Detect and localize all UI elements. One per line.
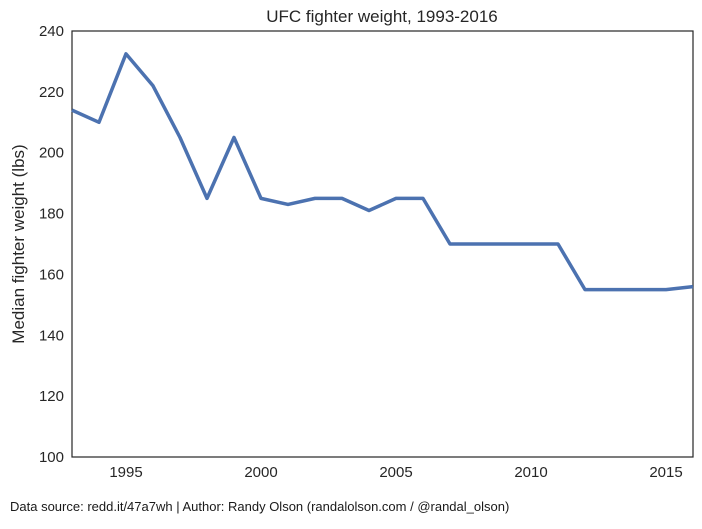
x-tick-label: 2010	[514, 464, 547, 481]
y-tick-label: 100	[39, 449, 64, 466]
data-source-footer: Data source: redd.it/47a7wh | Author: Ra…	[10, 499, 510, 514]
y-tick-label: 120	[39, 388, 64, 405]
plot-frame	[71, 30, 694, 458]
tick-labels: 100 120 140 160 180 200 220 240 1995 2000 2005 2010…	[39, 23, 683, 481]
y-tick-label: 200	[39, 145, 64, 162]
axes	[71, 30, 694, 458]
y-tick-label: 160	[39, 266, 64, 283]
series-layer	[71, 52, 694, 292]
x-tick-label: 1995	[109, 464, 142, 481]
y-tick-label: 220	[39, 84, 64, 101]
y-tick-label: 180	[39, 206, 64, 223]
x-tick-label: 2000	[244, 464, 277, 481]
y-tick-label: 140	[39, 327, 64, 344]
y-tick-label: 240	[39, 23, 64, 40]
chart-title: UFC fighter weight, 1993-2016	[266, 7, 498, 26]
y-axis-label: Median fighter weight (lbs)	[9, 144, 28, 343]
series-line-0	[71, 52, 694, 292]
x-tick-label: 2015	[649, 464, 682, 481]
x-tick-label: 2005	[379, 464, 412, 481]
